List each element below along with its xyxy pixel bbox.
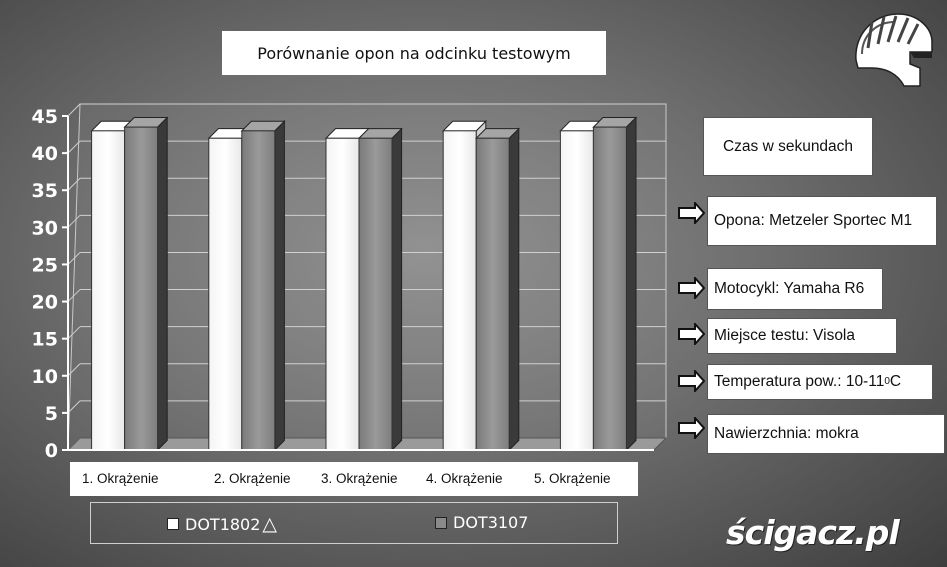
gridline: [67, 252, 81, 265]
arrow-right-icon: [678, 323, 705, 345]
bars: [90, 116, 638, 452]
gridline: [67, 363, 81, 377]
y-tick-label: 10: [32, 366, 58, 388]
bar-front: [124, 126, 159, 451]
category-label: 5. Okrążenie: [534, 471, 611, 486]
helmet-logo-icon: [855, 13, 933, 87]
temperature-text: Temperatura pow.: 10-11: [714, 373, 885, 390]
arrow-right-icon: [678, 417, 705, 439]
bar-side: [508, 127, 520, 452]
y-tick-label: 40: [32, 143, 58, 165]
legend-label: DOT3107: [453, 513, 529, 532]
gridline: [67, 177, 81, 191]
bar-front: [592, 126, 627, 451]
info-surface: Nawierzchnia: mokra: [707, 414, 945, 454]
triangle-icon: △: [262, 513, 278, 535]
bar-dot3107: [592, 116, 638, 452]
arrow-right-icon: [678, 370, 705, 392]
gridline: [67, 326, 81, 340]
bar-side: [274, 120, 285, 452]
gridline: [67, 103, 81, 117]
bar-front: [475, 137, 510, 451]
arrow-right-icon: [678, 277, 705, 299]
bar-front: [208, 137, 243, 451]
chart-title: Porównanie opon na odcinku testowym: [222, 31, 606, 75]
bar-front: [559, 130, 594, 451]
y-tick-label: 0: [45, 440, 58, 462]
category-label: 4. Okrążenie: [426, 471, 503, 486]
watermark-logo: ścigacz.pl: [726, 513, 900, 552]
y-tick-label: 30: [32, 217, 58, 239]
arrow-right-icon: [678, 202, 705, 224]
y-tick-label: 45: [32, 106, 58, 128]
bar-side: [625, 116, 637, 452]
legend-swatch: [167, 518, 179, 530]
y-axis: 0 5 10 15 20 25 30 35 40 45: [32, 106, 654, 462]
y-tick-label: 15: [32, 329, 58, 351]
gridline: [67, 214, 81, 228]
y-tick-label: 5: [45, 403, 58, 425]
bar-side: [391, 127, 403, 452]
temperature-unit: C: [889, 373, 902, 390]
category-label: 1. Okrążenie: [82, 471, 159, 486]
bar-front: [358, 137, 393, 451]
y-tick-label: 35: [32, 180, 58, 202]
legend: DOT1802 △ DOT3107: [90, 502, 618, 544]
gridline: [67, 140, 81, 154]
y-tick-label: 20: [32, 292, 58, 314]
bar-front: [442, 130, 477, 451]
bar-front: [325, 137, 360, 451]
category-labels: 1. Okrążenie 2. Okrążenie 3. Okrążenie 4…: [70, 462, 638, 496]
gridline: [67, 400, 81, 414]
category-label: 2. Okrążenie: [214, 471, 291, 486]
bar-front: [91, 130, 126, 451]
info-tire: Opona: Metzeler Sportec M1: [707, 196, 937, 246]
units-label: Czas w sekundach: [703, 117, 873, 176]
bar-dot3107: [123, 116, 169, 452]
bar-dot3107: [240, 120, 286, 452]
info-bike: Motocykl: Yamaha R6: [707, 268, 883, 310]
info-temperature: Temperatura pow.: 10-11 0 C: [707, 364, 933, 400]
gridline: [67, 289, 81, 302]
bar-dot3107: [357, 127, 403, 452]
bar-dot3107: [474, 127, 521, 452]
bar-side: [157, 116, 168, 452]
legend-item-dot3107: DOT3107: [435, 513, 528, 532]
bar-front: [241, 130, 276, 451]
info-location: Miejsce testu: Visola: [707, 318, 897, 354]
legend-item-dot1802: DOT1802 △: [167, 513, 277, 535]
legend-label: DOT1802: [185, 514, 261, 534]
category-label: 3. Okrążenie: [321, 471, 398, 486]
y-tick-label: 25: [32, 254, 58, 276]
legend-swatch: [435, 516, 447, 529]
